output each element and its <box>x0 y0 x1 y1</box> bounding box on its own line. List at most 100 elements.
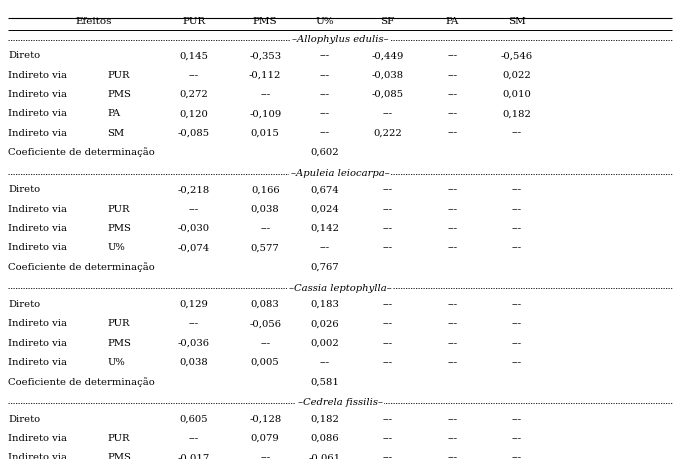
Text: 0,767: 0,767 <box>311 263 339 272</box>
Text: 0,674: 0,674 <box>311 185 339 195</box>
Text: ---: --- <box>260 339 270 348</box>
Text: Indireto via: Indireto via <box>8 129 67 138</box>
Text: ---: --- <box>447 319 457 329</box>
Text: Direto: Direto <box>8 185 40 195</box>
Text: ---: --- <box>383 109 392 118</box>
Text: Indireto via: Indireto via <box>8 224 67 233</box>
Text: ---: --- <box>189 71 199 80</box>
Text: 0,022: 0,022 <box>503 71 531 80</box>
Text: ---: --- <box>447 358 457 367</box>
Text: ---: --- <box>320 51 330 61</box>
Text: Indireto via: Indireto via <box>8 205 67 214</box>
Text: ---: --- <box>447 129 457 138</box>
Text: -0,056: -0,056 <box>249 319 282 329</box>
Text: Indireto via: Indireto via <box>8 319 67 329</box>
Text: ---: --- <box>447 243 457 252</box>
Text: Indireto via: Indireto via <box>8 339 67 348</box>
Text: 0,086: 0,086 <box>311 434 339 443</box>
Text: ---: --- <box>512 300 522 309</box>
Text: ---: --- <box>447 90 457 99</box>
Text: PA: PA <box>445 17 459 26</box>
Text: 0,120: 0,120 <box>180 109 208 118</box>
Text: ---: --- <box>320 243 330 252</box>
Text: 0,166: 0,166 <box>251 185 279 195</box>
Text: 0,026: 0,026 <box>311 319 339 329</box>
Text: ---: --- <box>512 339 522 348</box>
Text: ---: --- <box>383 243 392 252</box>
Text: ---: --- <box>512 205 522 214</box>
Text: ---: --- <box>512 434 522 443</box>
Text: Coeficiente de determinação: Coeficiente de determinação <box>8 262 155 272</box>
Text: ---: --- <box>189 319 199 329</box>
Text: ---: --- <box>383 415 392 424</box>
Text: ---: --- <box>383 319 392 329</box>
Text: ---: --- <box>512 453 522 459</box>
Text: 0,024: 0,024 <box>311 205 339 214</box>
Text: PMS: PMS <box>107 453 131 459</box>
Text: PMS: PMS <box>107 339 131 348</box>
Text: Coeficiente de determinação: Coeficiente de determinação <box>8 377 155 386</box>
Text: Coeficiente de determinação: Coeficiente de determinação <box>8 147 155 157</box>
Text: PUR: PUR <box>182 17 205 26</box>
Text: ---: --- <box>260 224 270 233</box>
Text: 0,182: 0,182 <box>311 415 339 424</box>
Text: ---: --- <box>189 434 199 443</box>
Text: ---: --- <box>447 339 457 348</box>
Text: 0,581: 0,581 <box>311 377 339 386</box>
Text: 0,145: 0,145 <box>180 51 208 61</box>
Text: 0,182: 0,182 <box>503 109 531 118</box>
Text: 0,602: 0,602 <box>311 148 339 157</box>
Text: 0,183: 0,183 <box>311 300 339 309</box>
Text: ---: --- <box>447 185 457 195</box>
Text: Efeitos: Efeitos <box>76 17 112 26</box>
Text: ---: --- <box>512 224 522 233</box>
Text: Indireto via: Indireto via <box>8 243 67 252</box>
Text: ---: --- <box>383 205 392 214</box>
Text: 0,002: 0,002 <box>311 339 339 348</box>
Text: 0,015: 0,015 <box>251 129 279 138</box>
Text: -0,030: -0,030 <box>177 224 210 233</box>
Text: -0,061: -0,061 <box>309 453 341 459</box>
Text: PA: PA <box>107 109 120 118</box>
Text: ---: --- <box>260 90 270 99</box>
Text: –Cassia leptophylla–: –Cassia leptophylla– <box>288 284 392 293</box>
Text: ---: --- <box>447 415 457 424</box>
Text: -0,038: -0,038 <box>371 71 404 80</box>
Text: ---: --- <box>512 243 522 252</box>
Text: U%: U% <box>107 243 125 252</box>
Text: Indireto via: Indireto via <box>8 434 67 443</box>
Text: -0,218: -0,218 <box>177 185 210 195</box>
Text: ---: --- <box>512 358 522 367</box>
Text: 0,272: 0,272 <box>180 90 208 99</box>
Text: ---: --- <box>512 415 522 424</box>
Text: -0,353: -0,353 <box>249 51 282 61</box>
Text: Direto: Direto <box>8 300 40 309</box>
Text: ---: --- <box>320 90 330 99</box>
Text: ---: --- <box>383 185 392 195</box>
Text: ---: --- <box>447 71 457 80</box>
Text: U%: U% <box>107 358 125 367</box>
Text: -0,128: -0,128 <box>249 415 282 424</box>
Text: –Cedrela fissilis–: –Cedrela fissilis– <box>298 398 382 408</box>
Text: Indireto via: Indireto via <box>8 109 67 118</box>
Text: ---: --- <box>447 434 457 443</box>
Text: -0,109: -0,109 <box>249 109 282 118</box>
Text: 0,079: 0,079 <box>251 434 279 443</box>
Text: ---: --- <box>320 71 330 80</box>
Text: -0,074: -0,074 <box>177 243 210 252</box>
Text: ---: --- <box>447 205 457 214</box>
Text: -0,017: -0,017 <box>177 453 210 459</box>
Text: 0,010: 0,010 <box>503 90 531 99</box>
Text: PUR: PUR <box>107 205 130 214</box>
Text: Direto: Direto <box>8 415 40 424</box>
Text: PMS: PMS <box>107 90 131 99</box>
Text: ---: --- <box>260 453 270 459</box>
Text: ---: --- <box>320 358 330 367</box>
Text: ---: --- <box>447 453 457 459</box>
Text: 0,577: 0,577 <box>251 243 279 252</box>
Text: Direto: Direto <box>8 51 40 61</box>
Text: 0,222: 0,222 <box>373 129 402 138</box>
Text: –Allophylus edulis–: –Allophylus edulis– <box>292 35 388 44</box>
Text: ---: --- <box>447 51 457 61</box>
Text: -0,085: -0,085 <box>371 90 404 99</box>
